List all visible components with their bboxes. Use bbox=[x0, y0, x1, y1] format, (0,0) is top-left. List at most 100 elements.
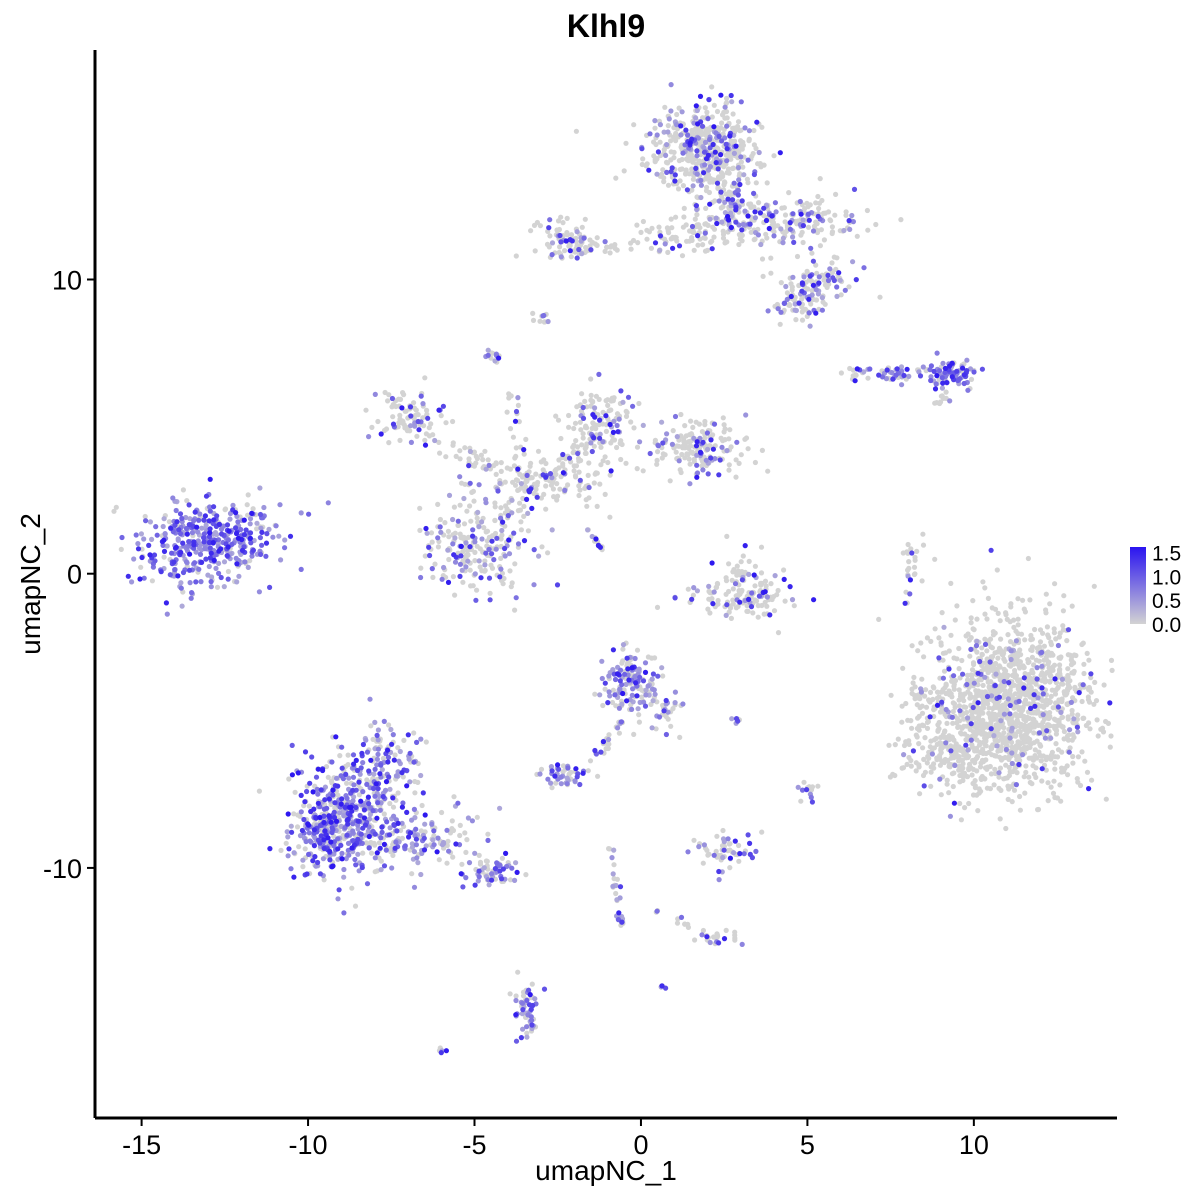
cell-point bbox=[1082, 758, 1088, 764]
cell-point bbox=[661, 129, 667, 135]
cell-point bbox=[1004, 675, 1010, 681]
cell-point bbox=[387, 825, 393, 831]
cell-point bbox=[790, 211, 796, 217]
cell-point bbox=[466, 860, 473, 866]
cell-point bbox=[738, 559, 744, 565]
cell-point bbox=[701, 842, 708, 848]
cell-point bbox=[810, 258, 817, 264]
cell-point bbox=[707, 179, 713, 185]
cell-point bbox=[1037, 627, 1044, 633]
cell-point bbox=[345, 752, 351, 758]
cell-point bbox=[554, 227, 560, 233]
cell-point bbox=[286, 776, 292, 782]
cell-point bbox=[444, 827, 450, 833]
cell-point bbox=[607, 250, 613, 256]
cell-point bbox=[680, 224, 687, 230]
cell-point bbox=[974, 638, 980, 644]
cell-point bbox=[864, 207, 871, 214]
cell-point bbox=[599, 675, 605, 682]
cell-point bbox=[578, 427, 584, 433]
cell-point bbox=[781, 205, 788, 211]
cell-point bbox=[378, 867, 384, 873]
cell-point bbox=[437, 450, 443, 456]
cell-point bbox=[749, 153, 755, 159]
cell-point bbox=[1061, 736, 1067, 742]
cell-point bbox=[652, 655, 658, 661]
cell-point bbox=[1048, 756, 1054, 762]
cell-point bbox=[808, 245, 814, 251]
cell-point bbox=[331, 809, 337, 815]
cell-point bbox=[825, 209, 832, 215]
cell-point bbox=[704, 184, 710, 190]
cell-point bbox=[865, 227, 871, 233]
cell-point bbox=[558, 474, 564, 480]
cell-point bbox=[703, 457, 709, 463]
cell-point bbox=[276, 533, 282, 539]
cell-point bbox=[598, 444, 604, 450]
cell-point bbox=[208, 579, 214, 585]
cell-point bbox=[672, 413, 679, 420]
cell-point bbox=[216, 570, 222, 577]
cell-point bbox=[713, 215, 719, 221]
cell-point bbox=[967, 691, 973, 697]
cell-point bbox=[988, 679, 994, 685]
cell-point bbox=[771, 233, 777, 239]
cell-point bbox=[970, 744, 976, 750]
cell-point bbox=[829, 260, 835, 266]
cell-point bbox=[1022, 739, 1028, 745]
cell-point bbox=[154, 532, 160, 538]
cell-point bbox=[437, 524, 443, 530]
cell-point bbox=[459, 535, 465, 541]
cell-point bbox=[273, 523, 279, 529]
cell-point bbox=[476, 874, 482, 880]
cell-point bbox=[987, 713, 993, 719]
cell-point bbox=[576, 492, 582, 499]
cell-point bbox=[968, 615, 974, 621]
cell-point bbox=[1021, 665, 1027, 671]
cell-point bbox=[206, 563, 212, 570]
cell-point bbox=[350, 774, 357, 780]
cell-point bbox=[997, 618, 1003, 624]
cell-point bbox=[1092, 679, 1098, 686]
cell-point bbox=[982, 735, 988, 741]
cell-point bbox=[378, 835, 384, 841]
cell-point bbox=[653, 726, 659, 732]
cell-point bbox=[450, 418, 456, 425]
cell-point bbox=[682, 455, 688, 461]
cell-point bbox=[984, 616, 990, 622]
cell-point bbox=[940, 687, 946, 693]
cell-point bbox=[1034, 676, 1040, 682]
cell-point bbox=[847, 226, 853, 232]
cell-point bbox=[722, 180, 728, 186]
cell-point bbox=[196, 566, 202, 572]
cell-point bbox=[225, 568, 231, 575]
cell-point bbox=[923, 704, 930, 710]
cell-point bbox=[524, 472, 530, 478]
cell-point bbox=[557, 486, 563, 492]
cell-point bbox=[617, 895, 623, 901]
cell-point bbox=[393, 773, 399, 779]
cell-point bbox=[709, 596, 715, 602]
cell-point bbox=[423, 843, 429, 849]
cell-point bbox=[376, 793, 383, 799]
cell-point bbox=[597, 481, 603, 487]
cell-point bbox=[521, 451, 527, 457]
cell-point bbox=[620, 642, 627, 648]
cell-point bbox=[1065, 652, 1071, 658]
cell-point bbox=[387, 800, 393, 807]
cell-point bbox=[1086, 684, 1092, 691]
cell-point bbox=[970, 598, 976, 604]
cell-point bbox=[636, 712, 642, 718]
cell-point bbox=[360, 802, 366, 808]
cell-point bbox=[472, 571, 478, 577]
cell-point bbox=[596, 371, 602, 377]
cell-point bbox=[619, 701, 625, 707]
cell-point bbox=[736, 241, 742, 248]
cell-point bbox=[482, 448, 488, 454]
cell-point bbox=[714, 833, 720, 839]
cell-point bbox=[759, 447, 766, 453]
cell-point bbox=[453, 453, 459, 459]
cell-point bbox=[513, 595, 519, 601]
cell-point bbox=[270, 534, 276, 540]
cell-point bbox=[482, 558, 488, 564]
